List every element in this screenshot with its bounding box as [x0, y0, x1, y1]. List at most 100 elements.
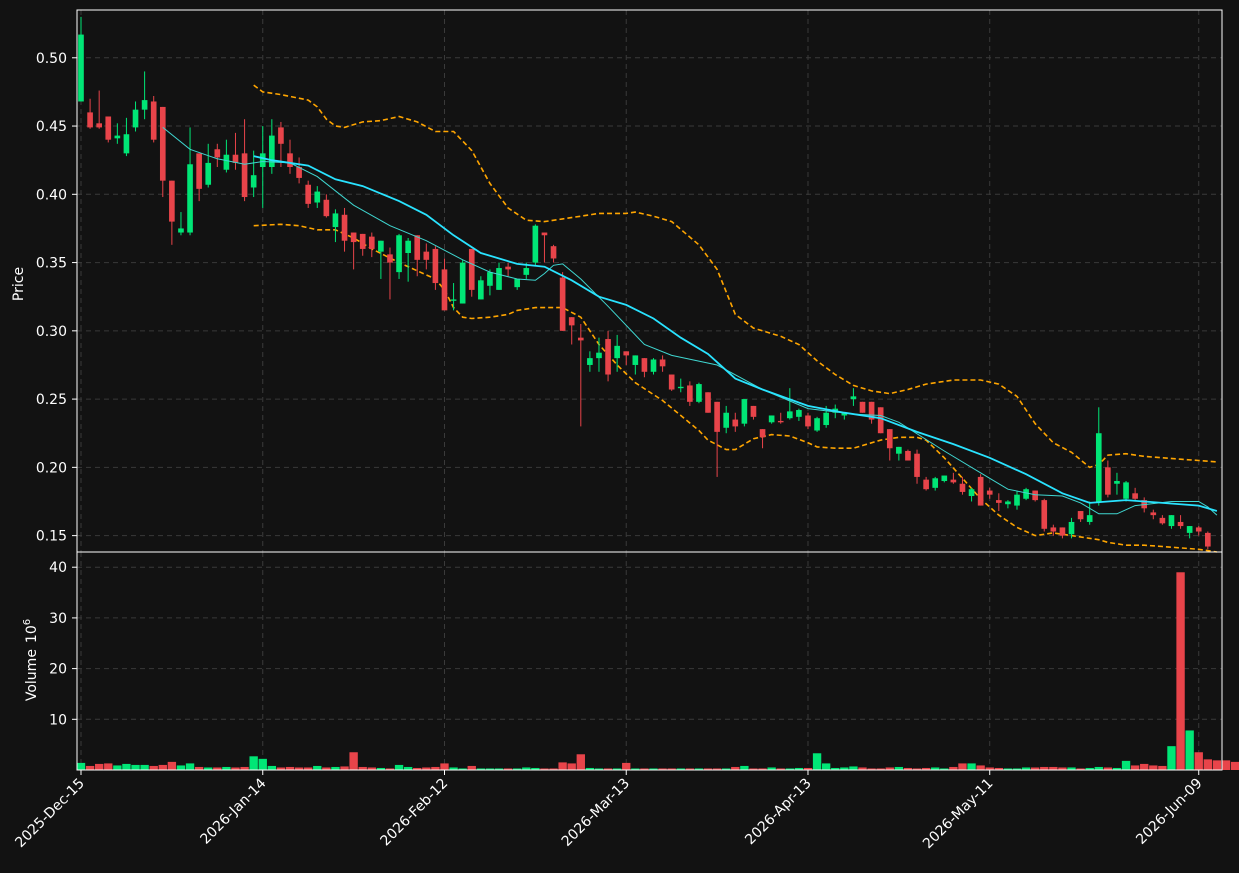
- candle: [705, 392, 711, 413]
- candle-body: [405, 240, 411, 254]
- candle: [541, 232, 548, 263]
- candles: [78, 16, 1211, 550]
- candle: [696, 382, 702, 404]
- candle-body: [296, 167, 302, 178]
- candle: [1132, 487, 1138, 502]
- candle: [278, 121, 284, 168]
- candle-body: [541, 232, 548, 236]
- volume-bars: [76, 572, 1239, 770]
- candle: [441, 258, 448, 311]
- volume-bar: [831, 767, 840, 770]
- candle: [932, 476, 939, 491]
- candle-body: [1086, 515, 1093, 522]
- candle: [214, 143, 221, 168]
- candle-body: [350, 232, 357, 243]
- candle-body: [423, 251, 430, 260]
- volume-bar: [921, 767, 931, 770]
- candle-body: [196, 153, 202, 189]
- candle-body: [877, 407, 884, 434]
- candle-body: [1023, 489, 1029, 499]
- candle: [759, 429, 766, 449]
- volume-bar: [694, 768, 704, 770]
- candle: [805, 412, 811, 430]
- candle: [650, 358, 657, 375]
- candle-body: [950, 479, 957, 483]
- volume-bar: [622, 762, 631, 770]
- candle: [1123, 481, 1129, 502]
- volume-bar: [876, 768, 885, 770]
- volume-bar: [1149, 765, 1158, 770]
- volume-axis-label: Volume 106: [22, 619, 40, 701]
- candle: [923, 476, 929, 491]
- candle-body: [996, 500, 1002, 503]
- candle-body: [632, 355, 639, 365]
- candle-body: [269, 135, 275, 168]
- candle-body: [487, 272, 493, 286]
- volume-bar: [1094, 766, 1103, 770]
- volume-bar: [167, 761, 177, 770]
- candle: [159, 106, 166, 198]
- candle-body: [968, 489, 975, 497]
- volume-bar: [467, 765, 476, 770]
- candle-body: [1205, 532, 1211, 547]
- volume-bar: [1121, 760, 1131, 770]
- candle-body: [596, 352, 602, 359]
- volume-bar: [1040, 766, 1049, 770]
- candle: [677, 378, 684, 393]
- candle: [896, 446, 902, 461]
- candle-body: [605, 339, 611, 375]
- volume-bar: [658, 768, 667, 770]
- candle: [859, 401, 866, 413]
- candle-body: [159, 106, 166, 181]
- candle-body: [1077, 511, 1084, 520]
- candle-body: [432, 248, 439, 284]
- candle: [1159, 515, 1166, 525]
- candle-body: [114, 135, 121, 139]
- candle: [169, 180, 175, 245]
- candle-body: [496, 268, 502, 290]
- volume-bar: [222, 766, 231, 770]
- candle-body: [1041, 500, 1048, 529]
- volume-bar: [549, 768, 558, 770]
- candle-body: [441, 269, 448, 311]
- candle-body: [1132, 493, 1138, 499]
- volume-bar: [213, 767, 222, 770]
- candle: [341, 207, 348, 252]
- candle: [259, 126, 266, 208]
- candle: [1059, 527, 1066, 539]
- volume-bar: [649, 768, 658, 770]
- volume-bar: [149, 765, 158, 770]
- candle-body: [141, 100, 148, 110]
- volume-bar: [194, 766, 204, 770]
- volume-bar: [440, 763, 449, 770]
- candle: [950, 472, 957, 484]
- volume-bar: [858, 767, 867, 770]
- candle: [1005, 500, 1011, 509]
- candle-body: [332, 213, 339, 228]
- candle-body: [723, 412, 730, 428]
- candle-body: [287, 153, 293, 168]
- candle-body: [1032, 490, 1038, 501]
- volume-bar: [376, 767, 386, 770]
- volume-bar: [285, 766, 295, 770]
- volume-bar: [176, 765, 186, 770]
- candle: [1114, 472, 1120, 495]
- volume-bar: [867, 768, 876, 770]
- candle: [323, 194, 330, 218]
- candle: [1195, 526, 1202, 536]
- candle: [132, 101, 139, 132]
- volume-bar: [1203, 759, 1213, 770]
- volume-bar: [358, 766, 367, 770]
- candle: [605, 330, 611, 382]
- price-axis-label: Price: [11, 267, 27, 301]
- volume-bar: [567, 763, 576, 770]
- candle: [87, 98, 93, 129]
- volume-bar: [131, 764, 140, 770]
- candle: [968, 487, 975, 502]
- volume-bar: [1194, 752, 1203, 770]
- candle: [450, 283, 457, 311]
- candle-body: [314, 191, 321, 203]
- volume-bar: [85, 765, 95, 770]
- candle-body: [523, 268, 530, 275]
- candle-body: [568, 317, 575, 326]
